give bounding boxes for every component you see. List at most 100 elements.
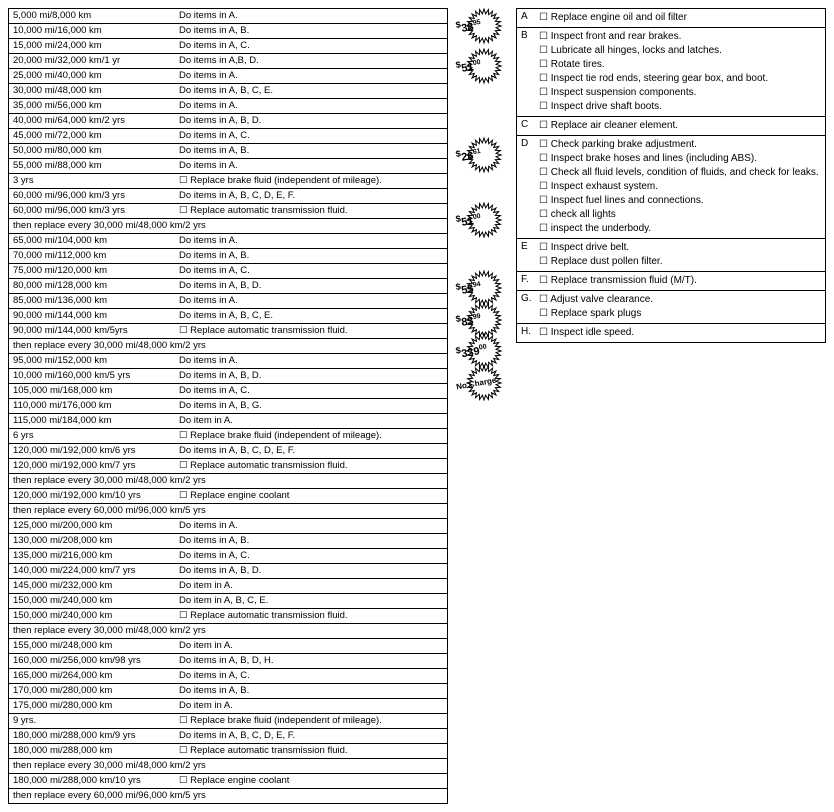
schedule-row: 85,000 mi/136,000 kmDo items in A.: [9, 294, 447, 309]
schedule-row: 105,000 mi/168,000 kmDo items in A, C.: [9, 384, 447, 399]
service-item: Replace dust pollen filter.: [539, 255, 821, 269]
schedule-mileage: 75,000 mi/120,000 km: [9, 264, 175, 278]
schedule-note: then replace every 30,000 mi/48,000 km/2…: [9, 339, 210, 353]
service-group: H.Inspect idle speed.: [517, 324, 825, 342]
schedule-row: 150,000 mi/240,000 kmReplace automatic t…: [9, 609, 447, 624]
schedule-row: then replace every 30,000 mi/48,000 km/2…: [9, 759, 447, 774]
schedule-mileage: 20,000 mi/32,000 km/1 yr: [9, 54, 175, 68]
service-groups-table: AReplace engine oil and oil filterBInspe…: [516, 8, 826, 343]
schedule-mileage: 95,000 mi/152,000 km: [9, 354, 175, 368]
schedule-mileage: 180,000 mi/288,000 km: [9, 744, 175, 758]
schedule-mileage: 175,000 mi/280,000 km: [9, 699, 175, 713]
schedule-mileage: 150,000 mi/240,000 km: [9, 594, 175, 608]
group-letter: A: [521, 11, 535, 25]
schedule-action: Do items in A.: [175, 69, 447, 83]
schedule-mileage: 50,000 mi/80,000 km: [9, 144, 175, 158]
schedule-row: 9 yrs.Replace brake fluid (independent o…: [9, 714, 447, 729]
schedule-mileage: 160,000 mi/256,000 km/98 yrs: [9, 654, 175, 668]
schedule-row: then replace every 30,000 mi/48,000 km/2…: [9, 219, 447, 234]
schedule-row: 130,000 mi/208,000 kmDo items in A, B.: [9, 534, 447, 549]
schedule-action: Do items in A, C.: [175, 39, 447, 53]
schedule-row: then replace every 60,000 mi/96,000 km/5…: [9, 504, 447, 519]
service-item: Inspect drive belt.: [539, 241, 821, 255]
schedule-row: 45,000 mi/72,000 kmDo items in A, C.: [9, 129, 447, 144]
schedule-row: 15,000 mi/24,000 kmDo items in A, C.: [9, 39, 447, 54]
schedule-row: 60,000 mi/96,000 km/3 yrsDo items in A, …: [9, 189, 447, 204]
schedule-mileage: 120,000 mi/192,000 km/10 yrs: [9, 489, 175, 503]
schedule-action: Do item in A.: [175, 639, 447, 653]
schedule-mileage: 90,000 mi/144,000 km/5yrs: [9, 324, 175, 338]
service-item: Replace air cleaner element.: [539, 119, 821, 133]
schedule-mileage: 10,000 mi/160,000 km/5 yrs: [9, 369, 175, 383]
price-badge: No Charge: [456, 365, 496, 401]
schedule-row: 5,000 mi/8,000 kmDo items in A.: [9, 9, 447, 24]
service-item: check all lights: [539, 208, 821, 222]
schedule-action: Do items in A.: [175, 99, 447, 113]
schedule-note: then replace every 30,000 mi/48,000 km/2…: [9, 474, 210, 488]
schedule-row: 155,000 mi/248,000 kmDo item in A.: [9, 639, 447, 654]
group-letter: G.: [521, 293, 535, 321]
service-item: Check parking brake adjustment.: [539, 138, 821, 152]
price-badge: $33900: [456, 333, 487, 369]
schedule-action: Replace engine coolant: [175, 774, 447, 788]
schedule-action: Do items in A.: [175, 354, 447, 368]
group-letter: F.: [521, 274, 535, 288]
schedule-action: Do items in A, B.: [175, 534, 447, 548]
schedule-mileage: 120,000 mi/192,000 km/6 yrs: [9, 444, 175, 458]
schedule-action: Do items in A.: [175, 519, 447, 533]
schedule-action: Do items in A, B.: [175, 144, 447, 158]
schedule-action: Replace automatic transmission fluid.: [175, 744, 447, 758]
schedule-mileage: 55,000 mi/88,000 km: [9, 159, 175, 173]
schedule-action: Do items in A, B, C, D, E, F.: [175, 729, 447, 743]
group-letter: C: [521, 119, 535, 133]
service-item: Inspect front and rear brakes.: [539, 30, 821, 44]
schedule-mileage: 135,000 mi/216,000 km: [9, 549, 175, 563]
schedule-row: then replace every 30,000 mi/48,000 km/2…: [9, 339, 447, 354]
schedule-action: Replace brake fluid (independent of mile…: [175, 714, 447, 728]
schedule-row: 6 yrsReplace brake fluid (independent of…: [9, 429, 447, 444]
service-item: Rotate tires.: [539, 58, 821, 72]
schedule-mileage: 25,000 mi/40,000 km: [9, 69, 175, 83]
service-item: Inspect suspension components.: [539, 86, 821, 100]
service-item: Inspect fuel lines and connections.: [539, 194, 821, 208]
schedule-row: 10,000 mi/16,000 kmDo items in A, B.: [9, 24, 447, 39]
schedule-note: then replace every 30,000 mi/48,000 km/2…: [9, 624, 210, 638]
schedule-action: Do items in A, B, C, E.: [175, 84, 447, 98]
schedule-mileage: 30,000 mi/48,000 km: [9, 84, 175, 98]
schedule-action: Do items in A, C.: [175, 129, 447, 143]
service-item: Inspect drive shaft boots.: [539, 100, 821, 114]
schedule-mileage: 110,000 mi/176,000 km: [9, 399, 175, 413]
price-badge: $5100: [456, 48, 481, 84]
schedule-mileage: 130,000 mi/208,000 km: [9, 534, 175, 548]
schedule-row: 165,000 mi/264,000 kmDo items in A, C.: [9, 669, 447, 684]
price-badge: $3895: [456, 8, 481, 44]
schedule-row: 90,000 mi/144,000 km/5yrsReplace automat…: [9, 324, 447, 339]
service-item: Replace transmission fluid (M/T).: [539, 274, 821, 288]
schedule-row: 65,000 mi/104,000 kmDo items in A.: [9, 234, 447, 249]
schedule-action: Do item in A.: [175, 579, 447, 593]
schedule-action: Do items in A.: [175, 9, 447, 23]
schedule-mileage: 180,000 mi/288,000 km/10 yrs: [9, 774, 175, 788]
schedule-row: 3 yrsReplace brake fluid (independent of…: [9, 174, 447, 189]
schedule-mileage: 140,000 mi/224,000 km/7 yrs: [9, 564, 175, 578]
schedule-action: Do item in A, B, C, E.: [175, 594, 447, 608]
schedule-action: Do items in A, B, D.: [175, 279, 447, 293]
schedule-mileage: 60,000 mi/96,000 km/3 yrs: [9, 189, 175, 203]
schedule-row: 75,000 mi/120,000 kmDo items in A, C.: [9, 264, 447, 279]
schedule-row: 80,000 mi/128,000 kmDo items in A, B, D.: [9, 279, 447, 294]
schedule-row: 35,000 mi/56,000 kmDo items in A.: [9, 99, 447, 114]
group-letter: H.: [521, 326, 535, 340]
schedule-action: Do items in A, B, C, D, E, F.: [175, 189, 447, 203]
schedule-row: 150,000 mi/240,000 kmDo item in A, B, C,…: [9, 594, 447, 609]
schedule-row: 180,000 mi/288,000 kmReplace automatic t…: [9, 744, 447, 759]
group-letter: D: [521, 138, 535, 236]
schedule-row: then replace every 30,000 mi/48,000 km/2…: [9, 474, 447, 489]
schedule-mileage: 15,000 mi/24,000 km: [9, 39, 175, 53]
schedule-action: Replace automatic transmission fluid.: [175, 609, 447, 623]
schedule-row: 175,000 mi/280,000 kmDo item in A.: [9, 699, 447, 714]
schedule-mileage: 40,000 mi/64,000 km/2 yrs: [9, 114, 175, 128]
schedule-row: 145,000 mi/232,000 kmDo item in A.: [9, 579, 447, 594]
schedule-action: Do item in A.: [175, 414, 447, 428]
schedule-row: 120,000 mi/192,000 km/7 yrsReplace autom…: [9, 459, 447, 474]
schedule-row: 140,000 mi/224,000 km/7 yrsDo items in A…: [9, 564, 447, 579]
